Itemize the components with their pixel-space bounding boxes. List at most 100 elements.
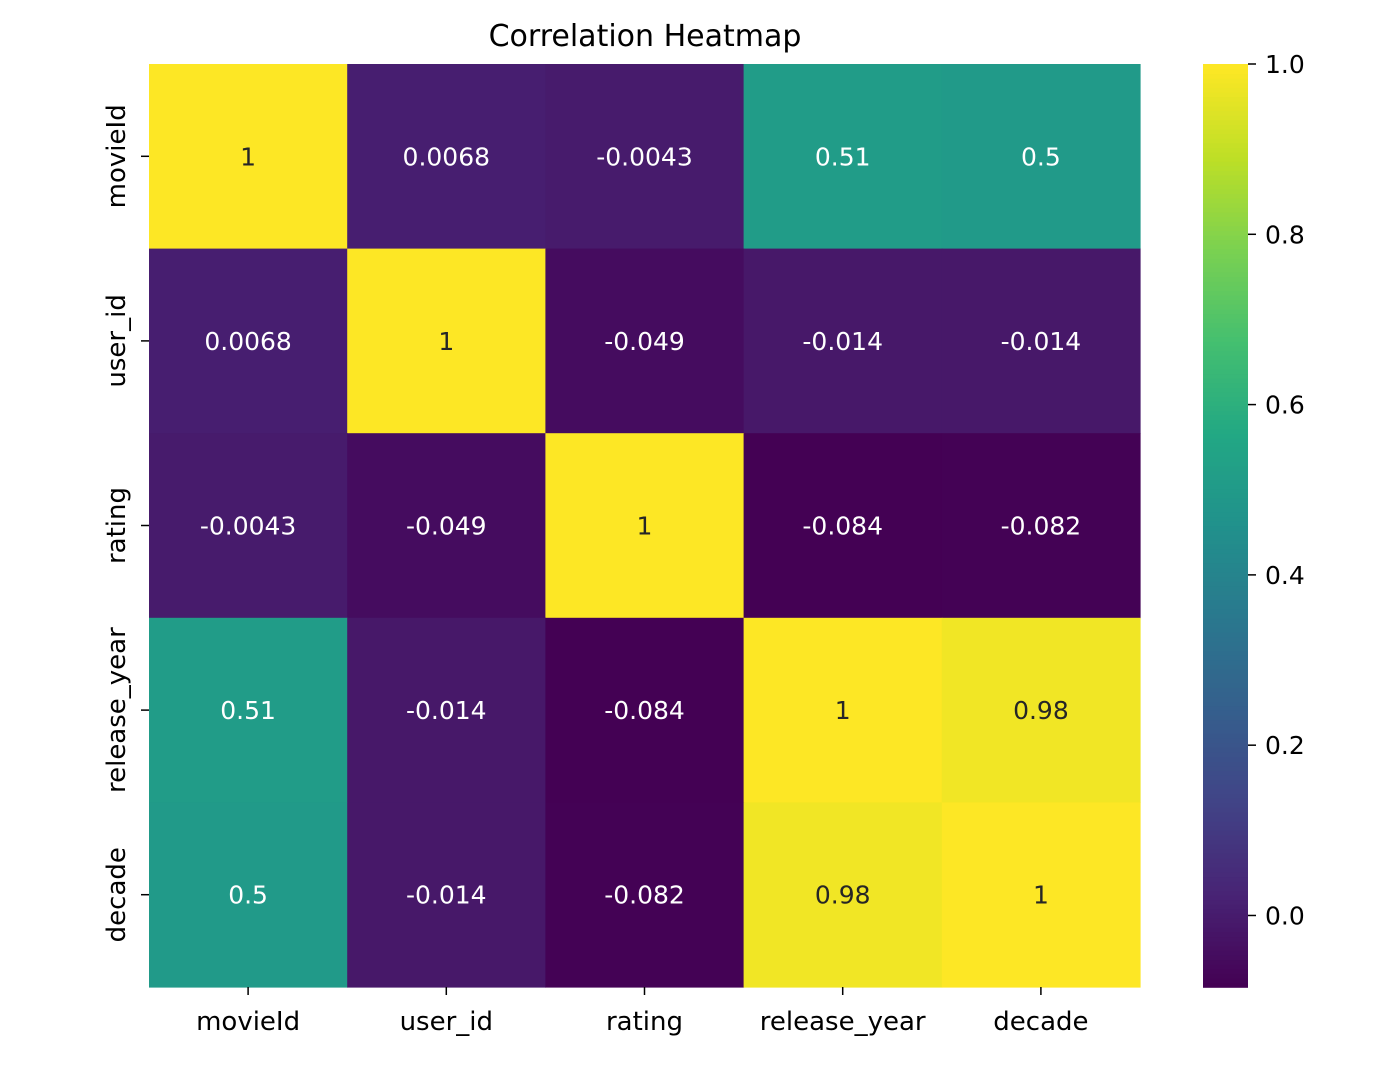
colorbar-segment (1203, 400, 1248, 407)
cell-annotation: -0.082 (604, 881, 685, 910)
colorbar-segment (1203, 354, 1248, 361)
colorbar-segment (1203, 927, 1248, 933)
colorbar-segment (1203, 160, 1248, 167)
colorbar-segment (1203, 890, 1248, 896)
colorbar-segment (1203, 119, 1248, 125)
cell-annotation: -0.082 (1001, 512, 1082, 541)
cell-annotation: -0.014 (802, 327, 883, 356)
colorbar-tick-label: 0.8 (1265, 220, 1305, 249)
colorbar-tick-label: 0.2 (1265, 731, 1305, 760)
x-tick-label: release_year (760, 1007, 926, 1037)
cell-annotation: -0.049 (604, 327, 685, 356)
colorbar-segment (1203, 862, 1248, 868)
colorbar-segment (1203, 442, 1248, 448)
colorbar-segment (1203, 830, 1248, 836)
colorbar-segment (1203, 585, 1248, 591)
colorbar-segment (1203, 253, 1248, 259)
colorbar-segment (1203, 668, 1248, 674)
colorbar-segment (1203, 359, 1248, 365)
colorbar-segment (1203, 294, 1248, 301)
colorbar-segment (1203, 100, 1248, 107)
colorbar-segment (1203, 954, 1248, 961)
colorbar-segment (1203, 474, 1248, 481)
colorbar-segment (1203, 64, 1248, 70)
colorbar-segment (1203, 922, 1248, 928)
colorbar-segment (1203, 465, 1248, 471)
colorbar-segment (1203, 303, 1248, 310)
colorbar-segment (1203, 640, 1248, 647)
heatmap-cell (149, 617, 348, 803)
colorbar-segment (1203, 174, 1248, 181)
cell-annotation: 1 (835, 696, 851, 725)
colorbar-segment (1203, 82, 1248, 88)
colorbar-segment (1203, 290, 1248, 296)
colorbar-segment (1203, 243, 1248, 250)
colorbar-segment (1203, 87, 1248, 93)
colorbar-segment (1203, 507, 1248, 513)
x-tick-label: user_id (400, 1007, 493, 1037)
cell-annotation: 0.5 (228, 881, 268, 910)
heatmap-cell (941, 802, 1141, 988)
colorbar-segment (1203, 770, 1248, 776)
colorbar-segment (1203, 747, 1248, 753)
cell-annotation: -0.084 (802, 512, 883, 541)
colorbar-segment (1203, 460, 1248, 467)
colorbar-segment (1203, 396, 1248, 402)
colorbar-segment (1203, 802, 1248, 808)
colorbar-segment (1203, 557, 1248, 564)
heatmap-cell (941, 64, 1141, 250)
colorbar-segment (1203, 511, 1248, 518)
colorbar-segment (1203, 368, 1248, 375)
colorbar-segment (1203, 193, 1248, 199)
heatmap-cell (743, 617, 943, 803)
colorbar-segment (1203, 382, 1248, 388)
colorbar-tick-label: 0.0 (1265, 901, 1305, 930)
cell-annotation: -0.014 (406, 696, 487, 725)
y-tick-label: rating (102, 487, 132, 564)
colorbar-segment (1203, 760, 1248, 767)
colorbar-segment (1203, 137, 1248, 144)
colorbar-segment (1203, 774, 1248, 781)
colorbar-segment (1203, 756, 1248, 762)
colorbar-segment (1203, 968, 1248, 974)
colorbar-segment (1203, 571, 1248, 578)
colorbar-segment (1203, 894, 1248, 901)
colorbar-segment (1203, 225, 1248, 231)
colorbar-segment (1203, 216, 1248, 222)
colorbar-segment (1203, 677, 1248, 684)
colorbar-segment (1203, 631, 1248, 638)
heatmap-cell (743, 248, 943, 434)
colorbar-segment (1203, 603, 1248, 610)
colorbar-segment (1203, 77, 1248, 84)
colorbar-segment (1203, 779, 1248, 785)
colorbar-segment (1203, 470, 1248, 476)
colorbar-segment (1203, 548, 1248, 554)
cell-annotation: -0.049 (406, 512, 487, 541)
colorbar-segment (1203, 179, 1248, 185)
colorbar-segment (1203, 650, 1248, 656)
colorbar-segment (1203, 317, 1248, 324)
colorbar-segment (1203, 843, 1248, 850)
colorbar-segment (1203, 497, 1248, 504)
colorbar-segment (1203, 151, 1248, 158)
heatmap-cell (149, 64, 348, 250)
heatmap-cell (545, 617, 745, 803)
colorbar-segment (1203, 96, 1248, 102)
colorbar-segment (1203, 539, 1248, 545)
colorbar-segment (1203, 165, 1248, 171)
colorbar-segment (1203, 336, 1248, 342)
cell-annotation: 1 (438, 327, 454, 356)
colorbar-segment (1203, 493, 1248, 499)
colorbar-segment (1203, 867, 1248, 873)
colorbar: 0.0 0.2 0.4 0.6 0.8 1.0 (1203, 50, 1305, 988)
colorbar-segment (1203, 931, 1248, 938)
colorbar-segment (1203, 982, 1248, 988)
colorbar-segment (1203, 567, 1248, 573)
colorbar-segment (1203, 202, 1248, 208)
colorbar-segment (1203, 936, 1248, 942)
colorbar-segment (1203, 234, 1248, 241)
colorbar-segment (1203, 280, 1248, 287)
colorbar-segment (1203, 340, 1248, 347)
colorbar-segment (1203, 387, 1248, 393)
